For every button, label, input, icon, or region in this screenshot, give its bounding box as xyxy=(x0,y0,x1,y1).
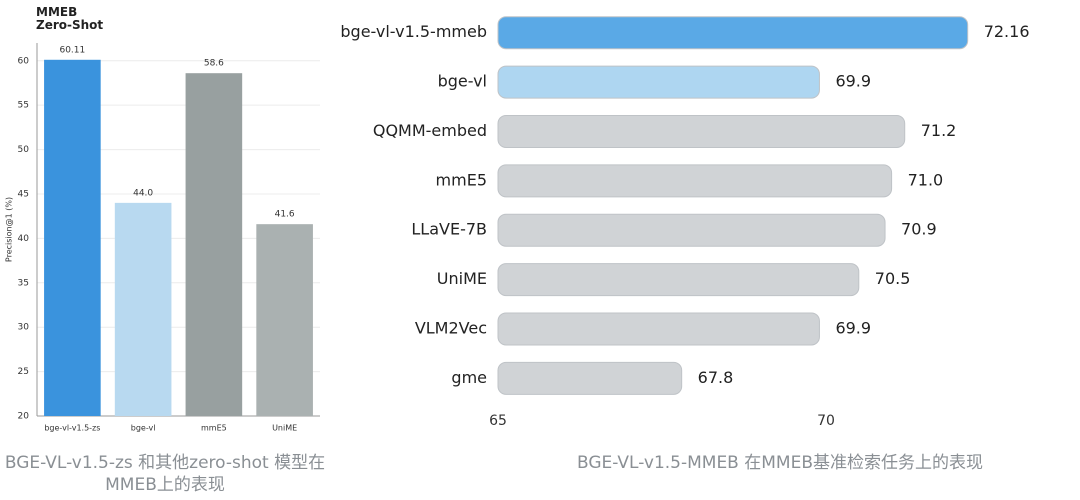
y-tick-label: 55 xyxy=(18,101,29,111)
x-tick-label: 70 xyxy=(817,413,835,429)
bar xyxy=(497,263,860,297)
y-tick-label: gme xyxy=(451,368,487,387)
x-tick-label: UniME xyxy=(272,424,297,433)
x-tick-label: mmE5 xyxy=(201,424,227,433)
value-label: 70.9 xyxy=(901,220,937,239)
bar xyxy=(114,202,172,416)
bar xyxy=(185,73,243,416)
y-tick-label: LLaVE-7B xyxy=(411,220,487,239)
x-tick-label: bge-vl xyxy=(131,424,156,433)
x-tick-label: bge-vl-v1.5-zs xyxy=(44,424,100,433)
y-tick-label: VLM2Vec xyxy=(415,318,487,337)
value-label: 71.2 xyxy=(921,121,957,140)
x-tick-label: 65 xyxy=(489,413,507,429)
bar xyxy=(497,16,969,50)
bar xyxy=(497,65,820,99)
bar xyxy=(497,114,906,148)
y-tick-label: 40 xyxy=(18,234,30,244)
value-label: 72.16 xyxy=(984,22,1030,41)
y-tick-label: 45 xyxy=(18,189,29,199)
value-label: 44.0 xyxy=(133,188,153,198)
y-tick-label: 50 xyxy=(18,145,30,155)
value-label: 41.6 xyxy=(275,210,295,220)
bar xyxy=(44,59,101,416)
bar xyxy=(497,164,893,198)
value-label: 60.11 xyxy=(59,45,85,55)
y-axis-label: Precision@1 (%) xyxy=(5,197,14,262)
y-tick-label: bge-vl xyxy=(438,72,487,91)
value-label: 67.8 xyxy=(698,368,734,387)
y-tick-label: 20 xyxy=(18,412,30,422)
caption: BGE-VL-v1.5-MMEB 在MMEB基准检索任务上的表现 xyxy=(576,453,983,473)
value-label: 71.0 xyxy=(908,170,944,189)
caption: BGE-VL-v1.5-zs 和其他zero-shot 模型在MMEB上的表现 xyxy=(4,453,326,495)
chart-title: MMEB Zero-Shot xyxy=(36,5,104,32)
value-label: 70.5 xyxy=(875,269,911,288)
y-tick-label: 30 xyxy=(18,323,30,333)
value-label: 69.9 xyxy=(835,72,871,91)
bar xyxy=(497,312,820,346)
y-tick-label: QQMM-embed xyxy=(373,121,487,140)
value-label: 69.9 xyxy=(835,318,871,337)
y-tick-label: 25 xyxy=(18,367,29,377)
y-tick-label: 35 xyxy=(18,278,29,288)
y-tick-label: mmE5 xyxy=(436,170,487,189)
bar xyxy=(497,361,683,395)
value-label: 58.6 xyxy=(204,59,224,69)
y-tick-label: 60 xyxy=(18,56,30,66)
y-tick-label: UniME xyxy=(437,269,487,288)
bar xyxy=(497,213,886,247)
bar xyxy=(256,224,313,416)
y-tick-label: bge-vl-v1.5-mmeb xyxy=(340,22,487,41)
